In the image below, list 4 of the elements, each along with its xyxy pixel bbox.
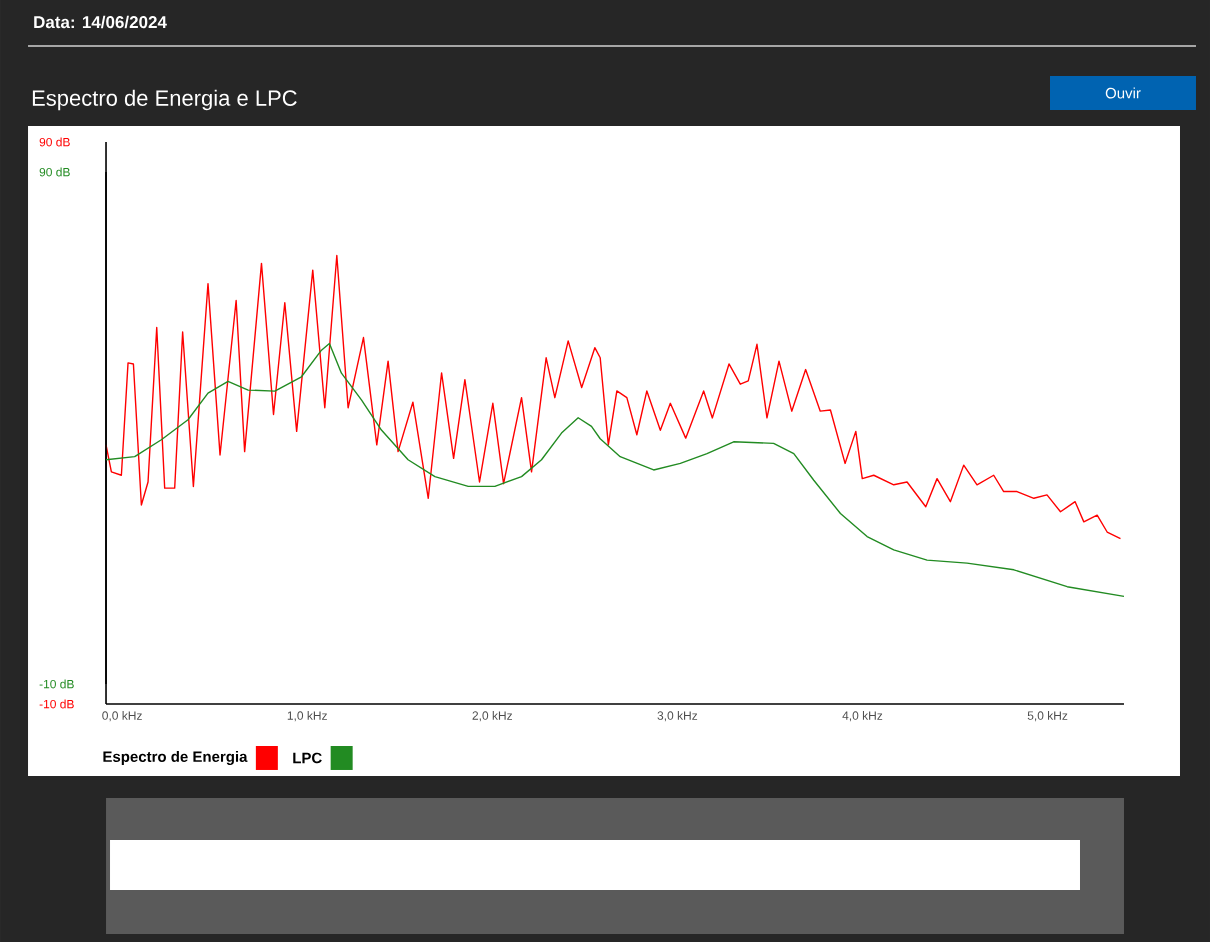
line-series [105, 342, 1125, 598]
chart-title: Espectro de Energia e LPC [32, 89, 297, 111]
line-series [105, 254, 1122, 540]
text: Data: 14/06/2024 [34, 15, 167, 29]
